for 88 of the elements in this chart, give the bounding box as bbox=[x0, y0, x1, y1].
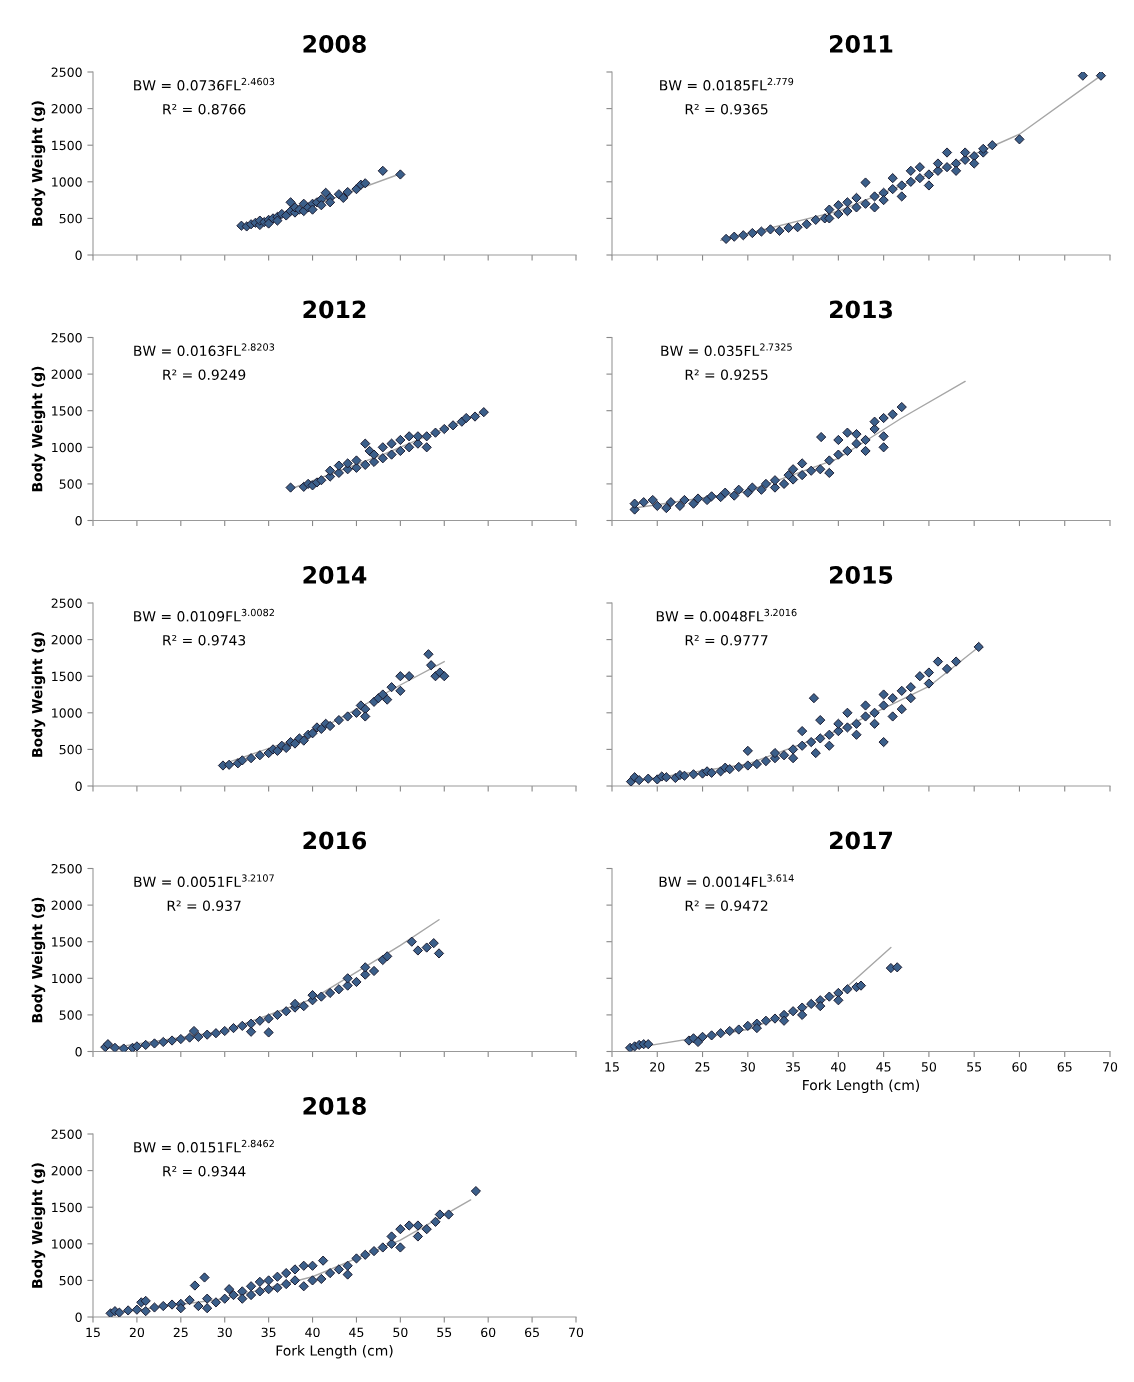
x-tick-label: 15 bbox=[86, 1327, 100, 1338]
y-tick-label: 0 bbox=[75, 1046, 82, 1057]
y-tick-label: 0 bbox=[75, 781, 82, 791]
y-tick-label: 0 bbox=[75, 515, 82, 526]
y-tick-label: 500 bbox=[59, 1010, 82, 1020]
x-tick-label: 40 bbox=[305, 1327, 320, 1338]
x-tick-label: 65 bbox=[525, 1327, 539, 1338]
y-tick-label: 2000 bbox=[51, 369, 82, 380]
x-tick-label: 50 bbox=[393, 1327, 408, 1338]
y-tick-label: 1500 bbox=[52, 671, 82, 682]
x-tick-label: 15 bbox=[605, 1062, 619, 1072]
y-tick-label: 1000 bbox=[52, 708, 82, 718]
x-tick-label: 35 bbox=[786, 1062, 800, 1072]
y-tick-label: 1500 bbox=[52, 1202, 82, 1213]
x-tick-label: 40 bbox=[831, 1062, 846, 1072]
y-tick-label: 2000 bbox=[51, 635, 82, 645]
chart-title: 2013 bbox=[830, 300, 892, 319]
y-tick-label: 500 bbox=[59, 744, 82, 755]
annotation: BW = 0.035FL$^{2.7325}$ bbox=[661, 343, 792, 357]
y-tick-label: 500 bbox=[59, 479, 82, 489]
chart-title: 2011 bbox=[830, 35, 893, 53]
y-tick-label: 1500 bbox=[52, 140, 82, 151]
x-tick-label: 30 bbox=[740, 1062, 755, 1072]
x-tick-label: 30 bbox=[217, 1327, 232, 1338]
y-tick-label: 2000 bbox=[51, 900, 82, 911]
x-tick-label: 45 bbox=[349, 1327, 364, 1338]
y-tick-label: 2500 bbox=[51, 332, 82, 343]
annotation: R² = 0.8766 bbox=[163, 103, 246, 115]
y-tick-label: 1000 bbox=[52, 973, 82, 984]
y-axis-title: Body Weight (g) bbox=[31, 101, 46, 226]
y-tick-label: 500 bbox=[59, 213, 82, 224]
y-tick-label: 1000 bbox=[52, 1239, 82, 1249]
x-tick-label: 20 bbox=[129, 1327, 145, 1338]
y-tick-label: 500 bbox=[59, 1275, 82, 1286]
annotation: BW = 0.0051FL$^{3.2107}$ bbox=[134, 874, 274, 888]
y-tick-label: 2500 bbox=[51, 598, 82, 608]
annotation: BW = 0.0014FL$^{3.614}$ bbox=[659, 874, 794, 888]
y-axis-title: Body Weight (g) bbox=[31, 366, 46, 492]
x-tick-label: 60 bbox=[481, 1327, 496, 1338]
x-tick-label: 65 bbox=[1057, 1062, 1072, 1072]
y-axis-title: Body Weight (g) bbox=[31, 1163, 46, 1288]
y-axis-title: Body Weight (g) bbox=[31, 632, 46, 757]
x-axis-title: Fork Length (cm) bbox=[803, 1079, 920, 1094]
y-tick-label: 2500 bbox=[51, 1129, 82, 1139]
annotation: R² = 0.9472 bbox=[685, 900, 768, 911]
y-tick-label: 1500 bbox=[52, 937, 82, 947]
chart-title: 2017 bbox=[830, 831, 892, 850]
y-tick-label: 1000 bbox=[52, 177, 82, 187]
x-tick-label: 55 bbox=[967, 1062, 982, 1072]
annotation: R² = 0.9344 bbox=[163, 1165, 246, 1177]
y-tick-label: 0 bbox=[75, 1312, 82, 1322]
annotation: R² = 0.9255 bbox=[685, 369, 768, 380]
annotation: BW = 0.0151FL$^{2.8462}$ bbox=[134, 1139, 274, 1153]
x-axis-title: Fork Length (cm) bbox=[276, 1345, 393, 1359]
x-tick-label: 45 bbox=[876, 1062, 891, 1072]
x-tick-label: 25 bbox=[173, 1327, 188, 1338]
annotation: BW = 0.0163FL$^{2.8203}$ bbox=[134, 343, 275, 357]
annotation: BW = 0.0048FL$^{3.2016}$ bbox=[656, 608, 797, 622]
y-tick-label: 2500 bbox=[51, 67, 82, 77]
y-tick-label: 2500 bbox=[51, 863, 82, 874]
x-tick-label: 50 bbox=[921, 1062, 937, 1072]
x-tick-label: 20 bbox=[650, 1062, 665, 1072]
annotation: R² = 0.9249 bbox=[163, 369, 246, 380]
x-tick-label: 70 bbox=[1103, 1062, 1118, 1072]
chart-title: 2012 bbox=[303, 300, 366, 319]
x-tick-label: 35 bbox=[261, 1327, 276, 1338]
annotation: R² = 0.9777 bbox=[685, 634, 768, 646]
annotation: BW = 0.0185FL$^{2.779}$ bbox=[660, 77, 794, 91]
annotation: BW = 0.0736FL$^{2.4603}$ bbox=[134, 77, 275, 91]
annotation: R² = 0.9743 bbox=[163, 634, 246, 646]
y-axis-title: Body Weight (g) bbox=[31, 897, 46, 1023]
y-tick-label: 2000 bbox=[51, 104, 82, 114]
annotation: R² = 0.9365 bbox=[685, 103, 768, 115]
chart-title: 2015 bbox=[830, 566, 893, 584]
chart-title: 2008 bbox=[303, 35, 366, 53]
x-tick-label: 70 bbox=[569, 1327, 584, 1338]
x-tick-label: 55 bbox=[437, 1327, 452, 1338]
annotation: BW = 0.0109FL$^{3.0082}$ bbox=[134, 608, 274, 622]
chart-title: 2016 bbox=[303, 831, 367, 850]
y-tick-label: 2000 bbox=[51, 1166, 82, 1176]
y-tick-label: 1500 bbox=[52, 406, 82, 416]
x-tick-label: 25 bbox=[695, 1062, 710, 1072]
chart-title: 2018 bbox=[303, 1097, 366, 1115]
x-tick-label: 60 bbox=[1012, 1062, 1027, 1072]
y-tick-label: 1000 bbox=[52, 442, 82, 453]
chart-title: 2014 bbox=[303, 566, 367, 584]
annotation: R² = 0.937 bbox=[167, 900, 241, 911]
y-tick-label: 0 bbox=[75, 250, 82, 260]
